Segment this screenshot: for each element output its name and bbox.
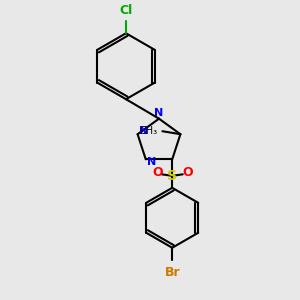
Text: O: O bbox=[152, 166, 163, 179]
Text: CH₃: CH₃ bbox=[140, 126, 158, 136]
Text: Br: Br bbox=[164, 266, 180, 279]
Text: N: N bbox=[147, 157, 156, 167]
Text: N: N bbox=[154, 108, 164, 118]
Text: S: S bbox=[167, 169, 177, 183]
Text: N: N bbox=[139, 126, 148, 136]
Text: O: O bbox=[182, 166, 193, 179]
Text: Cl: Cl bbox=[119, 4, 133, 17]
